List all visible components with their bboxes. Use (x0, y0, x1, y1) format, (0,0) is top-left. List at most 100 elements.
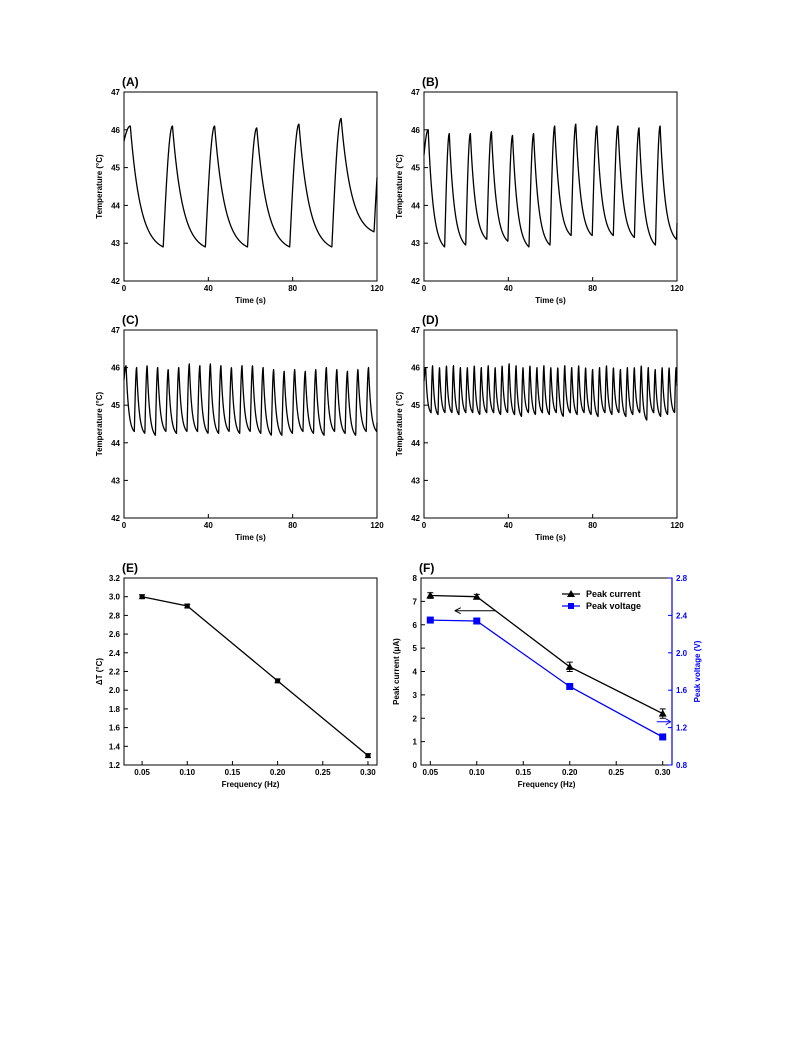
panel-label: (F) (419, 561, 434, 575)
y-tick-label: 43 (411, 239, 420, 248)
y-tick-label: 42 (111, 514, 120, 523)
legend-marker (568, 603, 574, 609)
y-tick-label: 43 (411, 476, 420, 485)
y-tick-label: 8 (413, 574, 418, 583)
x-tick-label: 0.15 (515, 768, 531, 777)
y-tick-label: 1.6 (109, 724, 121, 733)
y-tick-label: 45 (111, 164, 120, 173)
data-point (658, 709, 667, 717)
x-tick-label: 0.05 (423, 768, 439, 777)
y-tick-label: 2.6 (109, 630, 121, 639)
plot-frame (123, 577, 378, 766)
series-line (430, 594, 663, 715)
x-axis-title: Time (s) (535, 296, 566, 305)
panel-label: (A) (122, 75, 139, 89)
y-tick-label: 1.8 (109, 705, 121, 714)
x-tick-label: 0 (422, 521, 427, 530)
y-tick-label: 7 (413, 597, 418, 606)
panel-label: (B) (422, 75, 439, 89)
data-point (184, 603, 190, 609)
y-tick-label: 45 (411, 164, 420, 173)
y-tick-label: 3 (413, 691, 418, 700)
y2-tick-label: 1.6 (676, 686, 688, 695)
y-tick-label: 1 (413, 738, 418, 747)
y-tick-label: 47 (411, 326, 420, 335)
y-tick-label: 2.2 (109, 668, 121, 677)
plot-frame (423, 329, 678, 519)
x-tick-label: 0.30 (655, 768, 671, 777)
x-tick-label: 0 (422, 284, 427, 293)
data-point (565, 662, 574, 670)
x-tick-label: 0.15 (225, 768, 241, 777)
data-point (426, 591, 435, 599)
chart-panel-f: (F) 0.05 0.10 0.15 0.20 0.25 0.30 0 1 2 3 4 5 6 7 8 Freq… (392, 561, 702, 789)
chart-panel-e: (E) 0.05 0.10 0.15 0.20 0.25 0.30 1.2 1.4 1.6 1.8 2… (95, 561, 378, 789)
chart-panel-d: (D) 0 40 80 120 42 43 44 45 46 47 Time (s) Temperatu… (395, 313, 684, 542)
x-tick-label: 120 (370, 521, 384, 530)
x-tick-label: 40 (204, 284, 213, 293)
x-tick-label: 40 (504, 284, 513, 293)
x-axis-title: Frequency (Hz) (222, 780, 280, 789)
y2-tick-label: 1.2 (676, 724, 688, 733)
y2-axis-title: Peak voltage (V) (693, 640, 702, 702)
y-tick-label: 2.0 (109, 686, 121, 695)
y-tick-label: 0 (413, 761, 418, 770)
y-tick-label: 43 (111, 476, 120, 485)
y2-tick-label: 2.4 (676, 611, 688, 620)
y-tick-label: 2.4 (109, 649, 121, 658)
x-tick-label: 0.05 (134, 768, 150, 777)
chart-panel-b: (B) 0 40 80 120 42 43 44 45 46 47 Time (s) Temperatu… (395, 75, 684, 305)
y-tick-label: 46 (111, 126, 120, 135)
y-tick-label: 4 (413, 668, 418, 677)
plot-frame (423, 91, 678, 282)
x-tick-label: 0.20 (562, 768, 578, 777)
y-axis-title: Temperature (°C) (95, 154, 104, 219)
chart-panel-a: (A) 0 40 80 120 42 43 44 45 46 47 Time (s) Temperatu… (95, 75, 384, 305)
y2-tick-label: 2.8 (676, 574, 688, 583)
data-point (139, 594, 145, 600)
y-axis-title: Temperature (°C) (395, 391, 404, 456)
x-tick-label: 40 (504, 521, 513, 530)
temperature-trace (123, 117, 378, 248)
x-axis-title: Time (s) (535, 533, 566, 542)
x-tick-label: 80 (288, 521, 297, 530)
y-tick-label: 3.0 (109, 593, 121, 602)
y-axis-title: Temperature (°C) (395, 154, 404, 219)
right-axis-arrowhead (665, 718, 671, 726)
y-tick-label: 47 (111, 326, 120, 335)
y-tick-label: 43 (111, 239, 120, 248)
y-tick-label: 44 (111, 201, 120, 210)
x-tick-label: 80 (588, 284, 597, 293)
data-point (426, 616, 434, 624)
panel-label: (D) (422, 313, 439, 327)
y-tick-label: 3.2 (109, 574, 121, 583)
x-tick-label: 120 (370, 284, 384, 293)
left-axis-arrowhead (454, 607, 462, 615)
y-tick-label: 47 (111, 88, 120, 97)
temperature-trace (423, 363, 678, 421)
x-tick-label: 0.25 (315, 768, 331, 777)
x-tick-label: 0.20 (270, 768, 286, 777)
x-tick-label: 0.10 (179, 768, 195, 777)
y-tick-label: 6 (413, 621, 418, 630)
y-axis-title: Temperature (°C) (95, 391, 104, 456)
y-tick-label: 44 (411, 439, 420, 448)
legend-marker (567, 590, 575, 597)
y-tick-label: 44 (111, 439, 120, 448)
y-tick-label: 42 (411, 277, 420, 286)
legend-label: Peak current (586, 589, 641, 599)
legend-label: Peak voltage (586, 601, 641, 611)
x-tick-label: 80 (588, 521, 597, 530)
panel-label: (C) (122, 313, 139, 327)
series-line (141, 596, 369, 757)
y-tick-label: 2.8 (109, 611, 121, 620)
temperature-trace (423, 123, 678, 248)
data-point (365, 753, 371, 759)
data-point (566, 682, 574, 690)
series-line (430, 619, 664, 738)
y-tick-label: 42 (411, 514, 420, 523)
y2-tick-label: 0.8 (676, 761, 688, 770)
x-tick-label: 120 (670, 521, 684, 530)
data-point (472, 592, 481, 600)
